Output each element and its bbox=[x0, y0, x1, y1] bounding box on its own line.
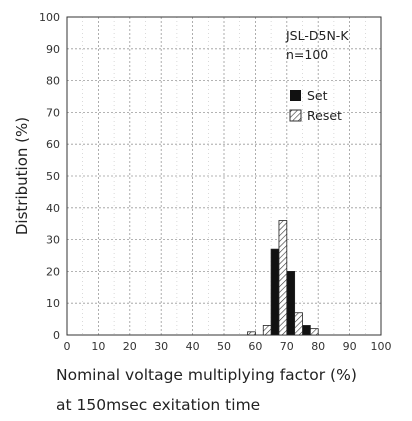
x-tick-label: 60 bbox=[248, 340, 262, 353]
x-tick-label: 70 bbox=[280, 340, 294, 353]
y-tick-label: 10 bbox=[46, 297, 60, 310]
y-tick-label: 90 bbox=[46, 43, 60, 56]
y-tick-label: 50 bbox=[46, 170, 60, 183]
y-axis-label: Distribution (%) bbox=[13, 117, 31, 235]
bar-set bbox=[270, 248, 280, 336]
y-tick-label: 30 bbox=[46, 234, 60, 247]
bar-reset bbox=[278, 220, 288, 336]
y-tick-label: 0 bbox=[53, 329, 60, 342]
y-tick-label: 70 bbox=[46, 106, 60, 119]
chart-annotation-model: JSL-D5N-K bbox=[285, 28, 349, 43]
legend-label-set: Set bbox=[307, 88, 328, 103]
legend-label-reset: Reset bbox=[307, 108, 342, 123]
bars bbox=[247, 220, 319, 336]
legend-swatch-set bbox=[290, 90, 301, 101]
y-tick-label: 40 bbox=[46, 202, 60, 215]
x-tick-label: 10 bbox=[91, 340, 105, 353]
grid bbox=[66, 16, 382, 336]
y-tick-label: 100 bbox=[39, 11, 60, 24]
x-tick-label: 90 bbox=[343, 340, 357, 353]
legend: Set Reset bbox=[289, 88, 342, 123]
x-tick-label: 100 bbox=[371, 340, 392, 353]
x-tick-label: 30 bbox=[154, 340, 168, 353]
plot-frame bbox=[66, 16, 382, 336]
tick-labels: 0 10 20 30 40 50 60 70 80 90 100 0 10 20 30 40 50 60 70 80 9… bbox=[39, 11, 392, 353]
y-tick-label: 80 bbox=[46, 75, 60, 88]
chart-annotation-sample-size: n=100 bbox=[286, 47, 328, 62]
bar-reset bbox=[294, 312, 303, 336]
legend-swatch-reset bbox=[289, 109, 302, 122]
x-tick-label: 80 bbox=[311, 340, 325, 353]
bar-reset bbox=[262, 325, 272, 336]
x-tick-label: 40 bbox=[186, 340, 200, 353]
bar-reset bbox=[247, 331, 256, 336]
x-axis-label: Nominal voltage multiplying factor (%) bbox=[56, 366, 357, 384]
bar-set bbox=[286, 270, 296, 336]
y-tick-label: 60 bbox=[46, 138, 60, 151]
x-axis-label-line2: at 150msec exitation time bbox=[56, 396, 261, 414]
y-tick-label: 20 bbox=[46, 265, 60, 278]
bar-set bbox=[302, 325, 311, 336]
x-tick-label: 20 bbox=[123, 340, 137, 353]
x-tick-label: 50 bbox=[217, 340, 231, 353]
x-tick-label: 0 bbox=[64, 340, 71, 353]
bar-reset bbox=[309, 328, 319, 336]
